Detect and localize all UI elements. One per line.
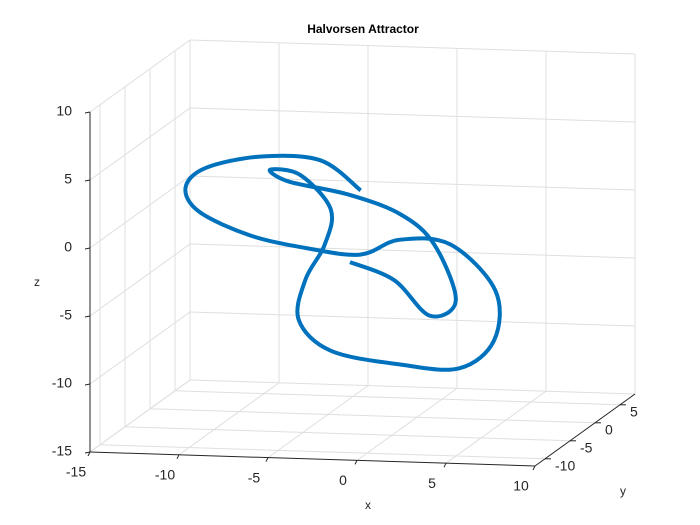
grid-line — [89, 175, 191, 249]
x-tick-label: 5 — [428, 475, 436, 491]
grid-line — [89, 379, 191, 453]
x-tick — [265, 457, 269, 462]
z-tick — [84, 383, 91, 386]
z-tick-label: 10 — [56, 103, 72, 119]
z-tick — [84, 315, 91, 318]
z-tick — [84, 179, 91, 182]
grid-line — [189, 243, 636, 259]
x-tick — [443, 462, 447, 468]
z-tick — [84, 247, 91, 250]
z-tick-label: 0 — [64, 239, 72, 255]
x-tick-label: 0 — [339, 472, 347, 488]
y-tick-label: 5 — [630, 404, 638, 420]
x-tick-label: -10 — [155, 467, 175, 483]
z-tick-label: -5 — [60, 307, 73, 323]
plot-area — [183, 153, 502, 372]
chart-title: Halvorsen Attractor — [307, 22, 419, 36]
grid-line — [189, 379, 636, 395]
grid-line — [89, 243, 191, 317]
grid-line — [124, 426, 571, 442]
y-tick-label: -10 — [555, 458, 575, 474]
grid-line — [99, 444, 546, 460]
y-axis-label: y — [620, 484, 626, 498]
grid-line — [89, 39, 191, 113]
x-axis-label: x — [365, 498, 371, 512]
grid-line — [267, 385, 369, 459]
grid-line — [445, 390, 547, 464]
x-tick-label: -15 — [66, 464, 86, 480]
y-tick-label: -5 — [580, 440, 593, 456]
z-tick-label: 5 — [64, 171, 72, 187]
z-tick — [84, 451, 91, 454]
z-axis-label: z — [34, 275, 40, 289]
z-tick — [84, 111, 91, 114]
x-tick — [532, 465, 536, 471]
grid-line — [356, 387, 458, 461]
x-axis-line — [89, 451, 536, 467]
grid-line — [189, 311, 636, 327]
grid-line — [189, 39, 636, 55]
x-tick-label: -5 — [248, 469, 261, 485]
grid-line — [178, 382, 280, 456]
trajectory — [183, 153, 502, 372]
grid-line — [89, 311, 191, 385]
y-tick-label: 0 — [605, 422, 613, 438]
x-tick — [176, 454, 180, 460]
grid: -15 -10 -5 0 5 10 -10 -5 0 5 -15 -10 -5 0 5 10 — [52, 39, 638, 494]
x-tick — [87, 451, 91, 457]
grid-line — [89, 107, 191, 181]
grid-line — [174, 390, 621, 406]
x-tick-label: 10 — [513, 478, 529, 494]
z-tick-label: -15 — [52, 443, 72, 459]
y-axis-line — [534, 393, 636, 467]
grid-line — [189, 175, 636, 191]
grid-line — [189, 107, 636, 123]
grid-line — [149, 408, 596, 424]
z-tick-label: -10 — [52, 375, 72, 391]
x-tick — [354, 460, 358, 465]
